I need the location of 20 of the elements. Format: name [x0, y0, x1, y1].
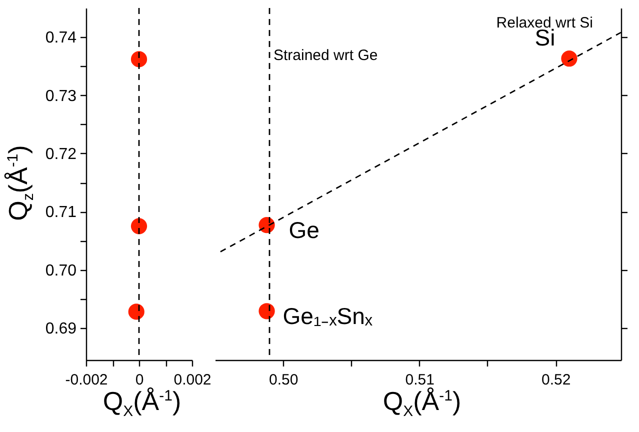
x-axis-title: Q$_{X}$(Å$^{-1}$) — [382, 386, 462, 420]
y-tick-label: 0.74 — [45, 30, 77, 47]
x-axis-title: Q$_{X}$(Å$^{-1}$) — [102, 386, 182, 420]
y-tick-label: 0.73 — [45, 88, 77, 105]
x-tick-label: 0.51 — [405, 372, 434, 388]
x-tick-label: -0.002 — [65, 372, 108, 388]
series-label: Ge₁₋ₓSnₓ — [282, 303, 373, 330]
y-tick-label: 0.71 — [45, 204, 77, 222]
ref-line-label: Strained wrt Ge — [273, 47, 378, 64]
text: 0.50 — [269, 372, 298, 388]
point — [130, 218, 148, 234]
y-tick-label: 0.69 — [45, 320, 77, 338]
point — [128, 304, 144, 320]
x-tick-label: 0.002 — [174, 372, 212, 388]
text: 0.70 — [45, 262, 76, 280]
series-label: Ge — [288, 217, 320, 244]
y-tick-label: 0.72 — [45, 146, 77, 163]
x-tick-label: 0.52 — [542, 372, 571, 388]
x-tick-label: 0 — [135, 372, 144, 388]
point — [130, 51, 148, 68]
